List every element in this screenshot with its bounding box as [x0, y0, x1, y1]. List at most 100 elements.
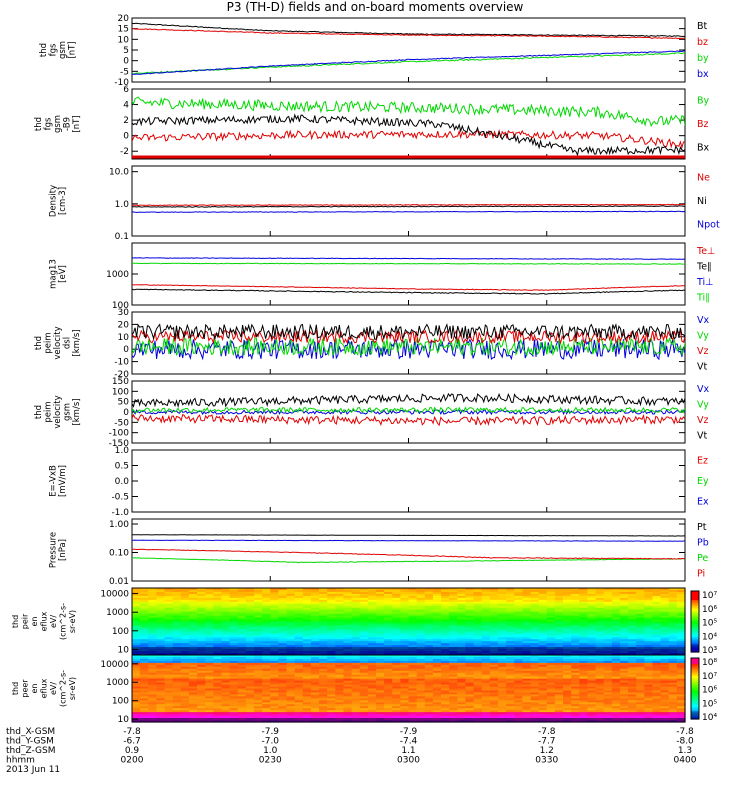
legend-entry: Te∥	[696, 261, 712, 272]
legend-entry: Ex	[697, 497, 709, 508]
colorbar	[690, 590, 700, 653]
spectrogram-peer-en-eflux	[132, 655, 686, 723]
y-axis-label: thdpeimvelocitydsl[km/s]	[34, 326, 82, 359]
spectrogram-peir-en-eflux	[132, 588, 686, 656]
orbit-value: 0230	[259, 756, 282, 766]
y-tick-label: -1.0	[111, 508, 129, 518]
y-tick-label: 0.0	[115, 477, 130, 487]
colorbar-tick-label: 10⁶	[702, 605, 717, 615]
series-Vz	[132, 329, 685, 345]
legend-entry: bz	[697, 37, 708, 48]
series-Vt	[132, 392, 685, 408]
colorbar-tick-label: 10⁵	[702, 699, 717, 709]
series-by	[132, 52, 685, 75]
y-tick-label: -10	[114, 358, 129, 368]
legend-entry: Bt	[697, 21, 708, 32]
legend-entry: Bx	[697, 142, 710, 153]
series-Pe	[132, 557, 685, 564]
colorbar-tick-label: 10⁵	[702, 619, 717, 629]
series-Bt	[132, 22, 685, 38]
y-tick-label: 100	[112, 301, 129, 311]
orbit-value: -8.0	[676, 737, 694, 747]
y-tick-label: 20	[118, 14, 130, 24]
y-tick-label: 0.10	[109, 549, 129, 559]
y-tick-label: -20	[114, 370, 129, 380]
orbit-row-label: thd_Z-GSM	[6, 746, 55, 756]
y-tick-label: 15	[118, 25, 129, 35]
y-tick-label: 100	[112, 387, 129, 397]
y-tick-label: 10	[118, 333, 130, 343]
orbit-value: -7.0	[261, 737, 279, 747]
y-axis-label: thdpeimvelocitygsm[km/s]	[34, 395, 82, 428]
orbit-value: -6.7	[123, 737, 141, 747]
y-tick-label: 10.0	[109, 168, 129, 178]
y-axis-label: Pressure[nPa]	[48, 532, 68, 568]
colorbar-tick-label: 10⁷	[702, 672, 717, 682]
colorbar-tick-label: 10⁶	[702, 686, 717, 696]
series-Bx	[132, 113, 685, 157]
legend-entry: by	[697, 53, 709, 64]
legend-entry: By	[697, 96, 710, 107]
legend-entry: Pi	[697, 568, 705, 579]
figure-title: P3 (TH-D) fields and on-board moments ov…	[226, 0, 524, 14]
legend-entry: Vx	[697, 384, 709, 395]
y-tick-label: 1.00	[109, 520, 129, 530]
series-By	[132, 96, 685, 128]
y-tick-label: 20	[118, 320, 130, 330]
legend-entry: Bz	[697, 119, 709, 130]
panel-frame	[131, 165, 686, 237]
orbit-value: -7.9	[400, 727, 418, 737]
legend-entry: Ez	[697, 455, 708, 466]
panel-frame	[131, 242, 686, 306]
y-tick-label: 10	[118, 645, 130, 655]
legend-entry: Vz	[697, 415, 709, 426]
y-tick-label: 0.01	[109, 577, 129, 587]
y-tick-label: -100	[109, 429, 130, 439]
orbit-value: 1.2	[540, 746, 554, 756]
legend-entry: Vx	[697, 315, 709, 326]
series-Te⊥	[132, 284, 685, 291]
orbit-row-label: thd_X-GSM	[6, 727, 55, 737]
series-Vy	[132, 406, 685, 414]
legend-entry: Pt	[697, 522, 707, 533]
series-Ni	[132, 205, 685, 208]
y-tick-label: 0.1	[115, 232, 129, 242]
y-tick-label: 6	[123, 85, 129, 95]
series-bx	[132, 50, 685, 75]
colorbar-tick-label: 10⁴	[702, 713, 717, 723]
legend-entry: Ne	[697, 173, 710, 184]
series-bz	[132, 28, 685, 40]
legend-entry: bx	[697, 69, 709, 80]
legend-entry: Vz	[697, 346, 709, 357]
y-tick-label: 5	[123, 46, 129, 56]
series-Vt	[132, 322, 685, 341]
y-tick-label: 1000	[106, 270, 129, 280]
series-Ti∥	[132, 262, 685, 265]
y-tick-label: 10000	[100, 660, 129, 670]
orbit-value: 1.3	[678, 746, 692, 756]
orbit-value: -7.8	[538, 727, 556, 737]
panel-frame	[131, 518, 686, 582]
orbit-value: 0330	[535, 756, 558, 766]
legend-entry: Ti⊥	[696, 277, 713, 288]
date-label: 2013 Jun 11	[6, 765, 60, 775]
legend-entry: Ey	[697, 476, 709, 487]
y-axis-label: mag13[eV]	[48, 259, 68, 289]
legend-entry: Vy	[697, 330, 709, 341]
y-axis-label: thdfgsgsm-B9[nT]	[34, 115, 82, 133]
orbit-value: -7.4	[400, 737, 418, 747]
y-tick-label: 100	[112, 627, 129, 637]
orbit-value: 1.0	[263, 746, 278, 756]
legend-entry: Te⊥	[696, 246, 715, 257]
y-tick-label: 150	[112, 377, 129, 387]
y-tick-label: -0.5	[111, 493, 129, 503]
orbit-value: 0400	[674, 756, 697, 766]
y-axis-label: Density[cm-3]	[48, 185, 68, 217]
y-tick-label: -5	[120, 67, 129, 77]
orbit-value: 0300	[397, 756, 420, 766]
y-tick-label: 1000	[106, 678, 129, 688]
y-tick-label: -150	[109, 439, 130, 449]
colorbar-tick-label: 10³	[702, 646, 717, 656]
series-Vx	[132, 408, 685, 416]
